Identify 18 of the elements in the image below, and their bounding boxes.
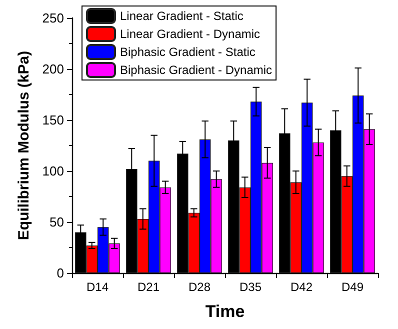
y-tick-label: 100 (42, 164, 64, 178)
x-tick-label: D35 (239, 280, 262, 294)
x-axis-title: Time (205, 302, 245, 321)
x-tick-label: D14 (86, 280, 109, 294)
y-axis-title: Equilibrium Modulus (kPa) (15, 50, 32, 240)
y-tick-label: 150 (42, 112, 64, 128)
legend-label: Linear Gradient - Dynamic (120, 27, 260, 41)
x-tick-label: D49 (341, 280, 364, 294)
x-tick-label: D21 (137, 280, 160, 294)
y-tick-label: 200 (42, 62, 64, 76)
y-tick-label: 250 (42, 10, 64, 26)
x-tick-label: D28 (188, 280, 211, 294)
y-tick-label: 0 (56, 266, 64, 280)
legend-label: Biphasic Gradient - Dynamic (120, 63, 272, 77)
legend-label: Linear Gradient - Static (120, 9, 244, 23)
y-tick-label: 50 (50, 214, 64, 230)
legend-label: Biphasic Gradient - Static (120, 45, 256, 59)
x-tick-label: D42 (290, 280, 313, 294)
